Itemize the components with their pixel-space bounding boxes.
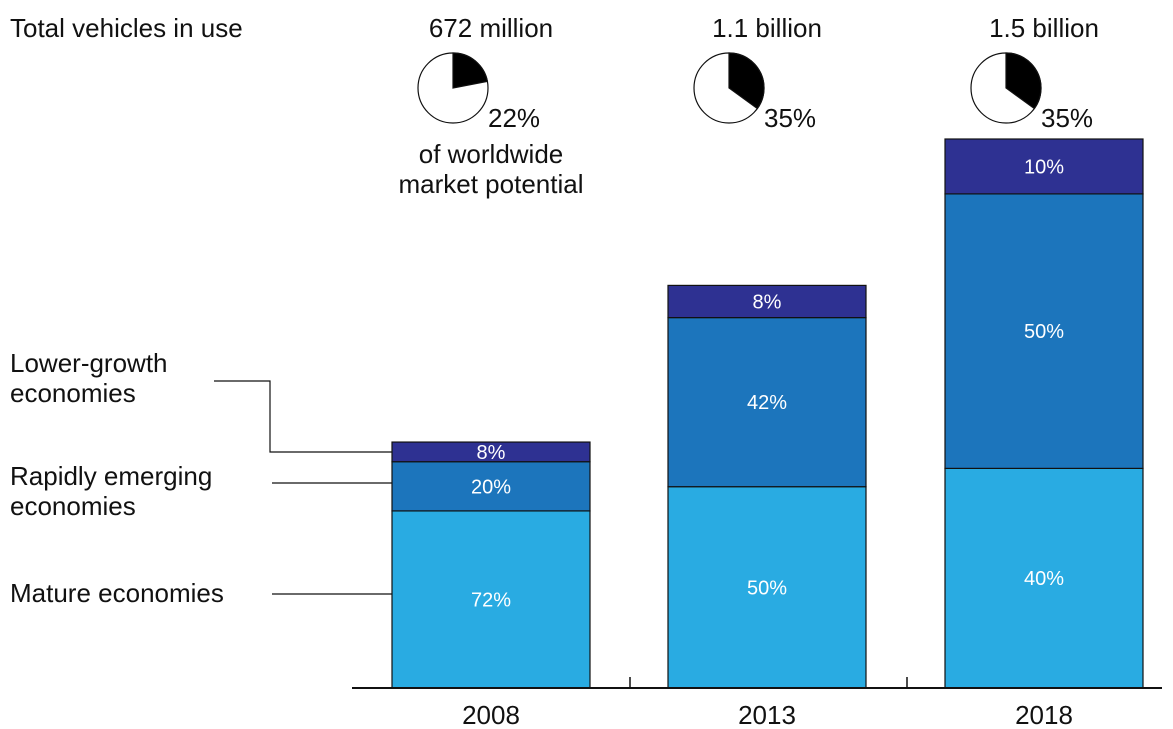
bar-2018-seg-2-label: 50% — [1024, 321, 1064, 343]
leader-line-lower-growth — [214, 380, 392, 453]
bar-2018-seg-1 — [944, 467, 1144, 689]
bar-2013-seg-3-label: 8% — [753, 292, 782, 314]
bar-2013-seg-2-label: 42% — [747, 392, 787, 414]
x-tick-label-2013: 2013 — [738, 700, 796, 729]
pie-note-line-2: market potential — [399, 169, 584, 199]
x-tick-label-2018: 2018 — [1015, 700, 1073, 729]
series-label-3-line-1: Lower-growth — [10, 348, 168, 378]
pie-2013-label: 35% — [764, 103, 816, 133]
series-label-2-line-2: economies — [10, 491, 136, 521]
chart-title: Total vehicles in use — [10, 13, 243, 43]
total-label-2008: 672 million — [429, 13, 553, 43]
bar-2018-seg-3-label: 10% — [1024, 156, 1064, 178]
bar-2018-seg-1-label: 40% — [1024, 568, 1064, 590]
bar-2008-seg-3-label: 8% — [477, 442, 506, 464]
total-label-2018: 1.5 billion — [989, 13, 1099, 43]
pie-2008-label: 22% — [488, 103, 540, 133]
bar-2013-seg-2 — [667, 317, 867, 488]
bar-2018-seg-3 — [944, 138, 1144, 195]
bar-2008-seg-2 — [391, 461, 591, 512]
bar-2008-seg-2-label: 20% — [471, 476, 511, 498]
pie-2018-label: 35% — [1041, 103, 1093, 133]
series-label-1-line-1: Mature economies — [10, 578, 224, 608]
bar-2018-seg-2 — [944, 193, 1144, 469]
total-label-2013: 1.1 billion — [712, 13, 822, 43]
bar-2008-seg-1-label: 72% — [471, 589, 511, 611]
pie-2018-slice — [1005, 52, 1042, 110]
bar-2013-seg-3 — [667, 284, 867, 319]
bar-2013-seg-1 — [667, 486, 867, 689]
series-label-2-line-1: Rapidly emerging — [10, 461, 212, 491]
series-label-3-line-2: economies — [10, 378, 136, 408]
pie-note-line-1: of worldwide — [419, 139, 564, 169]
bars-layer: 72% 20% 8% 50% 42% 8% 40% 50% 10% — [391, 138, 1144, 689]
bar-2008-seg-1 — [391, 510, 591, 689]
bar-2013-seg-1-label: 50% — [747, 577, 787, 599]
pie-2008-slice — [452, 52, 489, 89]
x-axis: 2008 2013 2018 — [352, 677, 1162, 729]
pies-layer: 672 million 22% 1.1 billion 35% 1.5 billion 3… — [399, 13, 1099, 199]
x-tick-label-2008: 2008 — [462, 700, 520, 729]
pie-2013-slice — [728, 52, 765, 110]
